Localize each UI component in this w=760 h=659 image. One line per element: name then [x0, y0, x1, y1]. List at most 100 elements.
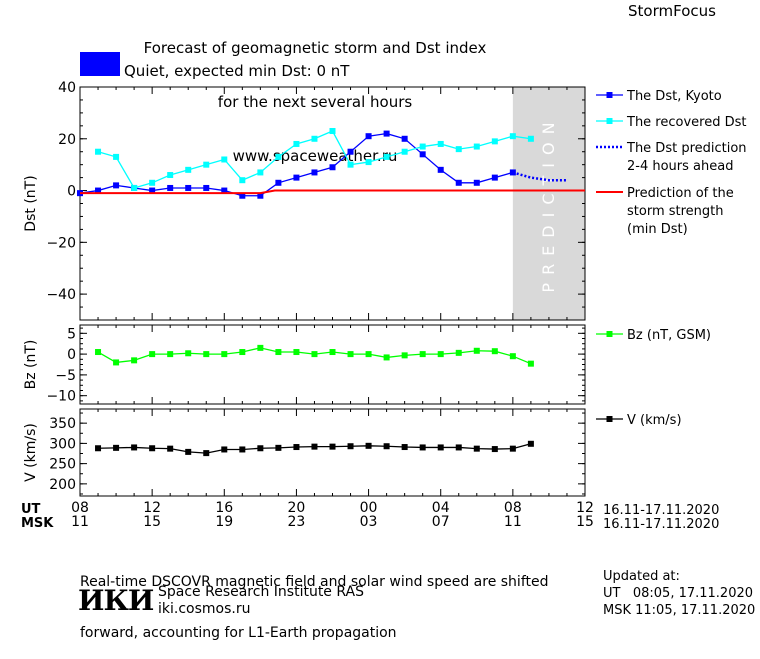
y-axis-title: Dst (nT)	[23, 175, 39, 231]
status-swatch	[80, 52, 120, 76]
data-point	[113, 359, 120, 366]
data-point	[509, 353, 516, 360]
time-tick-label: 20	[287, 500, 306, 516]
time-tick-label: 23	[287, 514, 306, 530]
data-point	[419, 444, 426, 451]
legend-marker	[606, 92, 613, 98]
data-point	[365, 442, 372, 449]
data-point	[257, 344, 264, 351]
time-tick-label: 03	[359, 514, 378, 530]
time-tick-label: 04	[431, 500, 450, 516]
data-point	[401, 148, 408, 155]
y-tick-label: 250	[49, 457, 76, 473]
data-point	[293, 349, 300, 356]
data-point	[455, 444, 462, 451]
y-tick-label: 200	[49, 477, 76, 493]
data-point	[275, 179, 282, 186]
data-point	[95, 148, 102, 155]
data-point	[149, 445, 156, 452]
data-point	[437, 166, 444, 173]
legend-marker	[606, 118, 613, 124]
time-tick-label: 12	[576, 500, 594, 516]
data-point	[365, 159, 372, 166]
y-tick-label: 5	[67, 326, 76, 342]
y-tick-label: −40	[46, 287, 76, 303]
data-point	[167, 445, 174, 452]
legend-label: The Dst, Kyoto	[626, 89, 722, 104]
data-point	[131, 444, 138, 451]
series-line	[512, 171, 567, 182]
iki-logo: ИКИ	[78, 584, 154, 617]
data-point	[509, 133, 516, 140]
y-tick-label: 20	[58, 132, 76, 148]
updated-msk: MSK 11:05, 17.11.2020	[603, 603, 756, 618]
y-tick-label: −5	[55, 368, 76, 384]
propagation-note-line: forward, accounting for L1-Earth propaga…	[80, 625, 397, 641]
data-point	[221, 187, 228, 194]
data-point	[491, 348, 498, 355]
legend-entry: V (km/s)	[596, 413, 682, 428]
y-tick-label: 300	[49, 436, 76, 452]
time-tick-label: 12	[143, 500, 162, 516]
msk-axis-label: MSK	[21, 516, 54, 531]
data-point	[437, 444, 444, 451]
data-point	[95, 187, 102, 194]
institute-link[interactable]: iki.cosmos.ru	[158, 601, 251, 617]
data-point	[239, 446, 246, 453]
data-point	[221, 446, 228, 453]
ut-date-range: 16.11-17.11.2020	[603, 503, 720, 518]
legend-marker	[606, 331, 613, 337]
data-point	[131, 184, 138, 191]
propagation-note-line: Real-time DSCOVR magnetic field and sola…	[80, 574, 549, 590]
prediction-band	[512, 87, 585, 320]
chart-title: Forecast of geomagnetic storm and Dst in…	[110, 3, 520, 183]
data-point	[203, 184, 210, 191]
data-point	[365, 351, 372, 358]
data-point	[473, 179, 480, 186]
data-point	[455, 349, 462, 356]
data-point	[455, 146, 462, 153]
data-point	[239, 177, 246, 184]
panel-frame	[79, 324, 586, 405]
data-point	[257, 169, 264, 176]
data-point	[149, 187, 156, 194]
series-line	[80, 189, 585, 195]
time-tick-label: 15	[576, 514, 594, 530]
data-point	[221, 156, 228, 163]
data-point	[455, 179, 462, 186]
data-point	[527, 360, 534, 367]
panel-frame	[79, 408, 586, 497]
data-point	[293, 174, 300, 181]
data-point	[401, 352, 408, 359]
data-point	[113, 444, 120, 451]
panel-frame	[79, 86, 586, 321]
legend-label: storm strength	[627, 204, 724, 219]
data-point	[311, 169, 318, 176]
data-point	[527, 135, 534, 142]
legend-entry: Bz (nT, GSM)	[596, 328, 711, 343]
legend-label: Bz (nT, GSM)	[627, 328, 711, 343]
data-point	[113, 153, 120, 160]
data-point	[419, 143, 426, 150]
data-point	[257, 192, 264, 199]
data-point	[527, 440, 534, 447]
data-point	[473, 445, 480, 452]
y-tick-label: −20	[46, 235, 76, 251]
data-point	[203, 351, 210, 358]
legend-label: (min Dst)	[627, 222, 688, 237]
legend-label: The Dst prediction	[626, 141, 747, 156]
data-point	[131, 357, 138, 364]
data-point	[347, 161, 354, 168]
data-point	[437, 140, 444, 147]
data-point	[473, 143, 480, 150]
data-point	[419, 151, 426, 158]
data-point	[167, 172, 174, 179]
data-point	[185, 166, 192, 173]
data-point	[275, 349, 282, 356]
updated-ut: UT 08:05, 17.11.2020	[603, 586, 754, 601]
data-point	[347, 443, 354, 450]
data-point	[221, 351, 228, 358]
data-point	[167, 184, 174, 191]
chart-title-line: Forecast of geomagnetic storm and Dst in…	[143, 39, 487, 57]
updated-label: Updated at:	[603, 569, 680, 584]
